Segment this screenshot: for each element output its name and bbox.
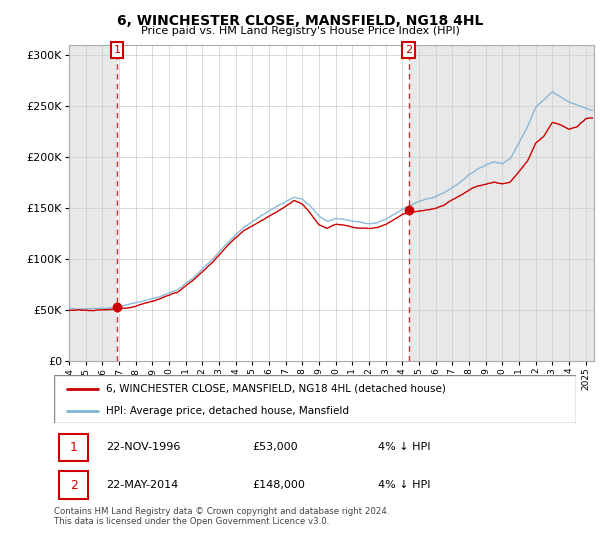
- Text: Price paid vs. HM Land Registry's House Price Index (HPI): Price paid vs. HM Land Registry's House …: [140, 26, 460, 36]
- Text: 1: 1: [113, 45, 121, 55]
- Text: 6, WINCHESTER CLOSE, MANSFIELD, NG18 4HL (detached house): 6, WINCHESTER CLOSE, MANSFIELD, NG18 4HL…: [106, 384, 446, 394]
- Text: 4% ↓ HPI: 4% ↓ HPI: [377, 480, 430, 490]
- Text: 22-MAY-2014: 22-MAY-2014: [106, 480, 178, 490]
- Text: £148,000: £148,000: [253, 480, 305, 490]
- Text: £53,000: £53,000: [253, 442, 298, 452]
- Bar: [69, 45, 117, 361]
- Text: HPI: Average price, detached house, Mansfield: HPI: Average price, detached house, Mans…: [106, 406, 349, 416]
- Text: 1: 1: [70, 441, 77, 454]
- Text: 6, WINCHESTER CLOSE, MANSFIELD, NG18 4HL: 6, WINCHESTER CLOSE, MANSFIELD, NG18 4HL: [117, 14, 483, 28]
- Text: 4% ↓ HPI: 4% ↓ HPI: [377, 442, 430, 452]
- Bar: [59, 433, 88, 461]
- Text: 2: 2: [405, 45, 412, 55]
- Bar: [59, 472, 88, 499]
- Text: 22-NOV-1996: 22-NOV-1996: [106, 442, 181, 452]
- Bar: [409, 45, 594, 361]
- Text: 2: 2: [70, 479, 77, 492]
- Text: Contains HM Land Registry data © Crown copyright and database right 2024.
This d: Contains HM Land Registry data © Crown c…: [54, 507, 389, 526]
